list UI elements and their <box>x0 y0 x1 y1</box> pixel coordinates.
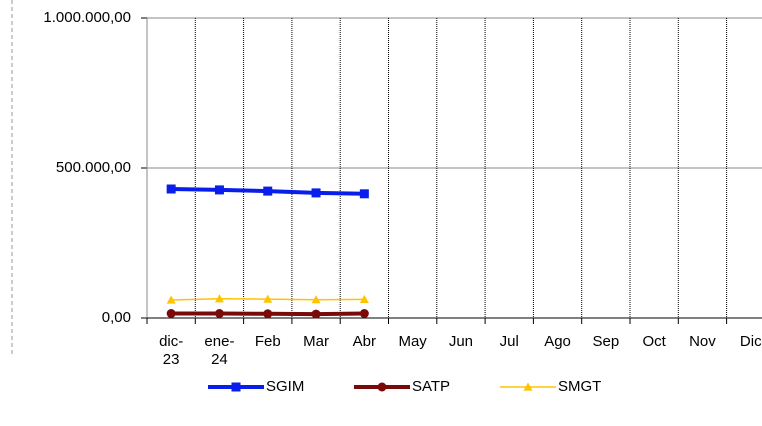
legend-label: SATP <box>412 378 450 395</box>
legend-label: SMGT <box>558 378 601 395</box>
marker <box>263 309 273 319</box>
marker <box>263 294 273 303</box>
x-tick-label: Sep <box>592 333 619 350</box>
marker <box>214 294 224 303</box>
x-tick-label: Nov <box>689 333 716 350</box>
marker <box>359 189 369 199</box>
x-tick-label: Dic <box>740 333 762 350</box>
marker <box>311 188 321 198</box>
marker <box>214 309 224 318</box>
x-tick-label: Jul <box>500 333 519 350</box>
y-tick-label: 0,00 <box>102 309 131 326</box>
marker <box>311 309 321 319</box>
marker <box>359 309 369 318</box>
x-tick-label: Jun <box>449 333 473 350</box>
x-tick-label: Oct <box>642 333 666 350</box>
marker <box>166 309 176 318</box>
marker <box>311 295 321 304</box>
marker <box>523 382 533 391</box>
y-tick-label: 500.000,00 <box>56 159 131 176</box>
x-tick-label: May <box>398 333 427 350</box>
x-tick-label: Mar <box>303 333 329 350</box>
x-tick-label: Abr <box>353 333 376 350</box>
legend-label: SGIM <box>266 378 304 395</box>
marker <box>166 184 176 194</box>
marker <box>263 186 273 196</box>
marker <box>377 382 387 392</box>
x-tick-label: Feb <box>255 333 281 350</box>
x-tick-label: Ago <box>544 333 571 350</box>
marker <box>231 382 241 392</box>
x-tick-label: ene-24 <box>204 333 234 368</box>
marker <box>214 185 224 195</box>
marker <box>359 294 369 303</box>
x-tick-label: dic-23 <box>159 333 183 368</box>
y-tick-label: 1.000.000,00 <box>43 9 131 26</box>
marker <box>166 295 176 304</box>
